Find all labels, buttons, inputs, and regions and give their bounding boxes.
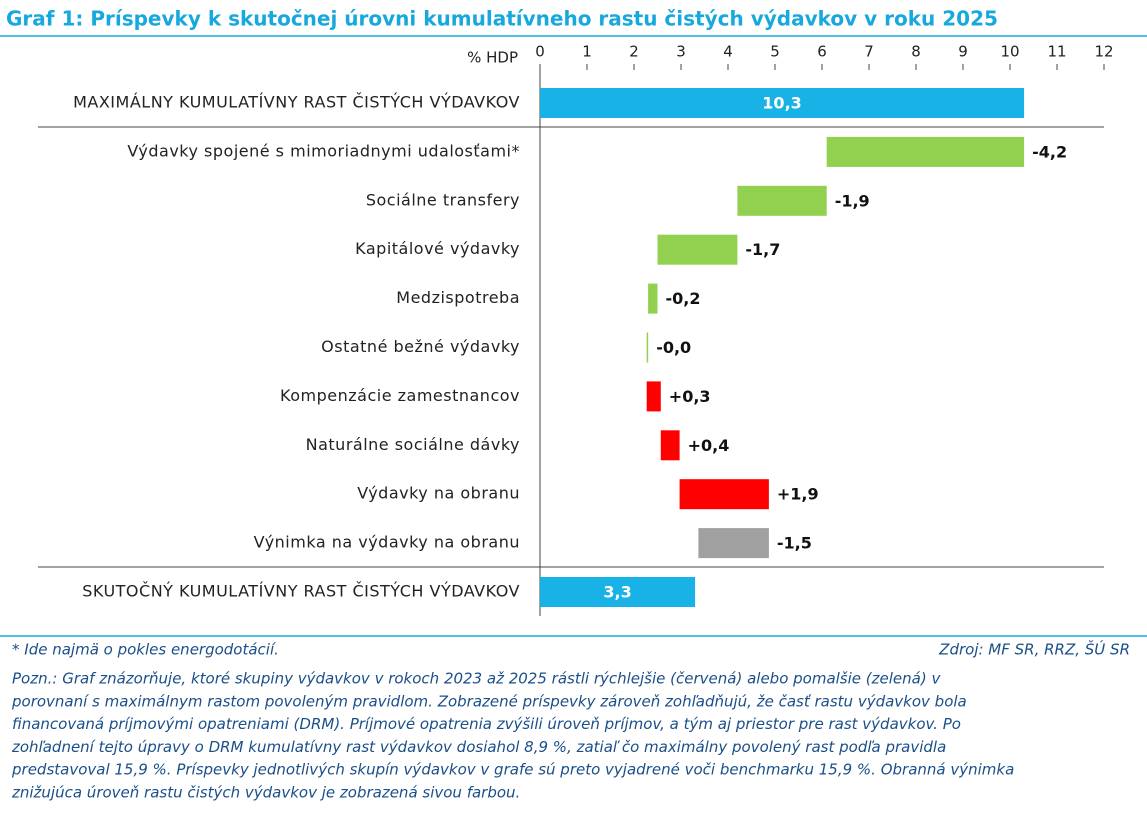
value-label: -0,0 bbox=[656, 338, 691, 357]
x-tick-label: 12 bbox=[1094, 43, 1113, 61]
category-label: Výdavky na obranu bbox=[357, 484, 520, 503]
value-label: -1,7 bbox=[745, 240, 780, 259]
value-label: +0,3 bbox=[669, 387, 711, 406]
bar bbox=[660, 430, 680, 461]
axis-label: % HDP bbox=[467, 49, 518, 67]
value-label: 10,3 bbox=[762, 94, 801, 113]
bar bbox=[648, 283, 658, 314]
category-label: Výdavky spojené s mimoriadnymi udalosťam… bbox=[127, 141, 520, 160]
note-line: financovaná príjmovými opatreniami (DRM)… bbox=[12, 715, 961, 733]
value-label: -0,2 bbox=[666, 289, 701, 308]
x-tick-label: 8 bbox=[911, 43, 921, 61]
value-label: -1,5 bbox=[777, 534, 812, 553]
value-label: -4,2 bbox=[1032, 142, 1067, 161]
value-label: -1,9 bbox=[835, 191, 870, 210]
category-label: Výnimka na výdavky na obranu bbox=[254, 533, 520, 552]
bar bbox=[737, 185, 827, 216]
x-tick-label: 0 bbox=[535, 43, 545, 61]
source: Zdroj: MF SR, RRZ, ŠÚ SR bbox=[938, 640, 1130, 659]
bar bbox=[646, 381, 661, 412]
x-tick-label: 11 bbox=[1047, 43, 1066, 61]
note-line: Pozn.: Graf znázorňuje, ktoré skupiny vý… bbox=[12, 670, 941, 688]
x-tick-label: 3 bbox=[676, 43, 686, 61]
note-line: znižujúca úroveň rastu čistých výdavkov … bbox=[11, 784, 520, 802]
category-label: Naturálne sociálne dávky bbox=[306, 435, 520, 454]
category-label: MAXIMÁLNY KUMULATÍVNY RAST ČISTÝCH VÝDAV… bbox=[73, 93, 520, 112]
chart-title: Graf 1: Príspevky k skutočnej úrovni kum… bbox=[6, 7, 998, 31]
x-tick-label: 6 bbox=[817, 43, 827, 61]
bar bbox=[657, 234, 738, 265]
x-tick-label: 9 bbox=[958, 43, 968, 61]
x-tick-label: 7 bbox=[864, 43, 874, 61]
bar bbox=[826, 136, 1025, 167]
value-label: +0,4 bbox=[688, 436, 730, 455]
bar bbox=[698, 528, 769, 559]
note-line: predstavoval 15,9 %. Príspevky jednotliv… bbox=[11, 761, 1014, 779]
x-tick-label: 10 bbox=[1000, 43, 1019, 61]
footnote: * Ide najmä o pokles energodotácií. bbox=[12, 641, 279, 659]
value-label: 3,3 bbox=[603, 583, 631, 602]
category-label: SKUTOČNÝ KUMULATÍVNY RAST ČISTÝCH VÝDAVK… bbox=[82, 582, 520, 601]
note-line: zohľadnení tejto úpravy o DRM kumulatívn… bbox=[11, 738, 946, 756]
category-label: Kapitálové výdavky bbox=[355, 239, 520, 258]
x-tick-label: 5 bbox=[770, 43, 780, 61]
value-label: +1,9 bbox=[777, 485, 819, 504]
bar bbox=[646, 332, 649, 363]
category-label: Kompenzácie zamestnancov bbox=[280, 386, 520, 405]
x-tick-label: 4 bbox=[723, 43, 733, 61]
x-tick-label: 1 bbox=[582, 43, 592, 61]
bar bbox=[679, 479, 769, 510]
category-label: Ostatné bežné výdavky bbox=[321, 337, 520, 356]
category-label: Medzispotreba bbox=[396, 288, 520, 307]
bar bbox=[540, 88, 1025, 118]
bar bbox=[540, 577, 696, 607]
note-line: porovnaní s maximálnym rastom povoleným … bbox=[11, 692, 967, 710]
x-tick-label: 2 bbox=[629, 43, 639, 61]
category-label: Sociálne transfery bbox=[366, 190, 520, 209]
